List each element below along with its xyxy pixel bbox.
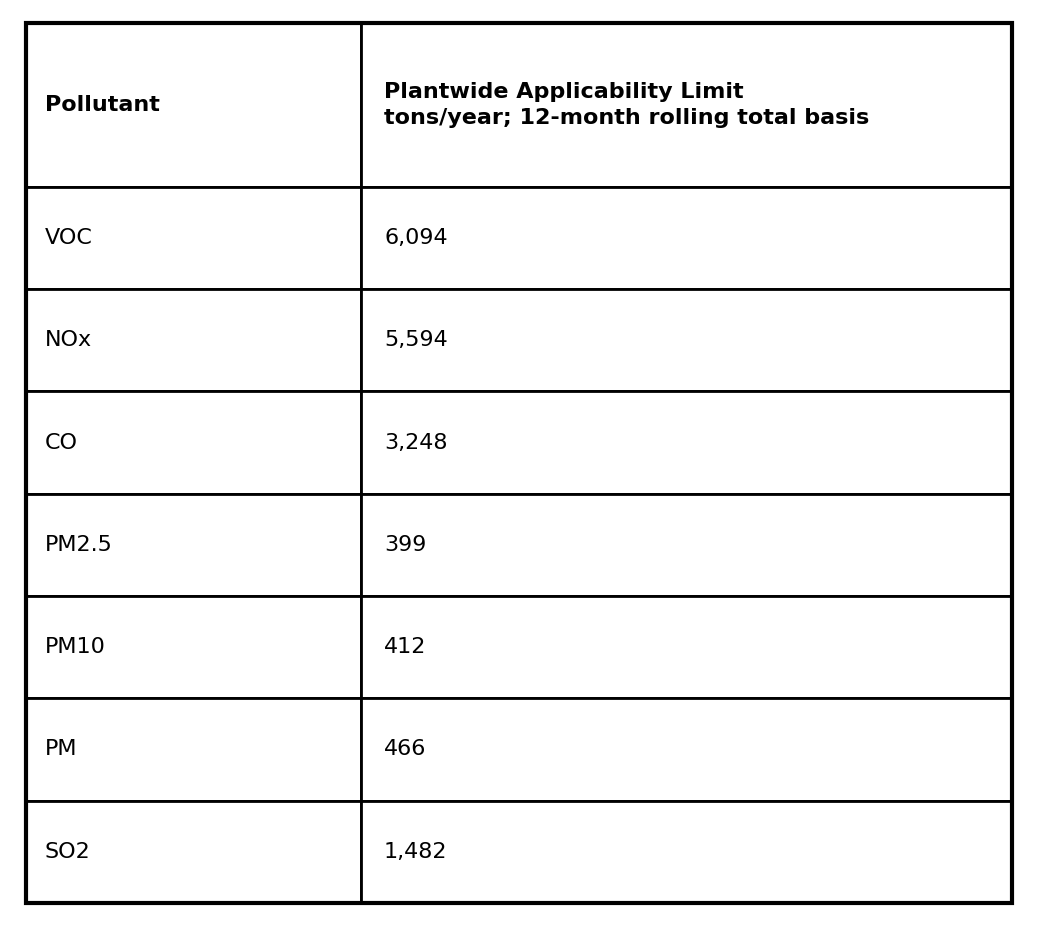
Bar	[361, 289, 1012, 392]
Bar	[361, 23, 1012, 187]
Bar	[26, 494, 361, 596]
Text: Pollutant: Pollutant	[45, 95, 160, 115]
Text: 466: 466	[384, 740, 427, 759]
Bar	[361, 187, 1012, 289]
Bar	[361, 801, 1012, 903]
Text: 6,094: 6,094	[384, 228, 447, 248]
Text: 3,248: 3,248	[384, 432, 447, 453]
Text: PM: PM	[45, 740, 77, 759]
Text: 412: 412	[384, 637, 427, 657]
Bar	[26, 801, 361, 903]
Bar	[26, 23, 361, 187]
Bar	[361, 494, 1012, 596]
Text: PM2.5: PM2.5	[45, 535, 112, 555]
Text: CO: CO	[45, 432, 78, 453]
Text: VOC: VOC	[45, 228, 92, 248]
Text: 5,594: 5,594	[384, 331, 447, 350]
Bar	[26, 698, 361, 801]
Bar	[361, 596, 1012, 698]
Bar	[361, 698, 1012, 801]
Bar	[361, 392, 1012, 494]
Text: 1,482: 1,482	[384, 842, 447, 862]
Text: Plantwide Applicability Limit
tons/year; 12-month rolling total basis: Plantwide Applicability Limit tons/year;…	[384, 81, 869, 128]
Bar	[26, 596, 361, 698]
Bar	[26, 392, 361, 494]
Text: NOx: NOx	[45, 331, 91, 350]
Bar	[26, 187, 361, 289]
Text: 399: 399	[384, 535, 427, 555]
Bar	[26, 289, 361, 392]
Text: SO2: SO2	[45, 842, 90, 862]
Text: PM10: PM10	[45, 637, 106, 657]
